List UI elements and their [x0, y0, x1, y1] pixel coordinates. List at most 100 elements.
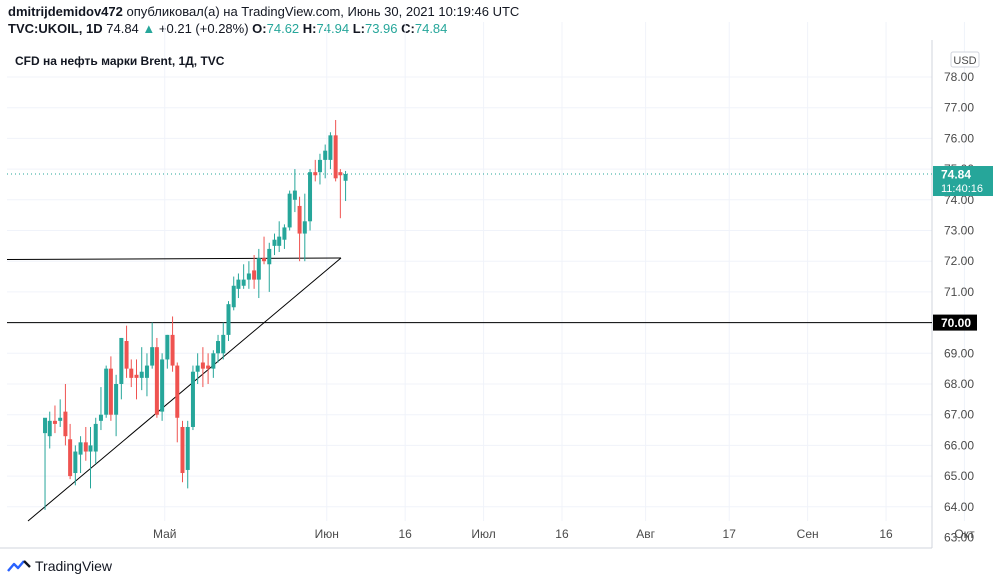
- candle[interactable]: [328, 132, 333, 170]
- candle[interactable]: [256, 248, 261, 299]
- candle-body[interactable]: [170, 334, 175, 366]
- candle-body[interactable]: [287, 193, 292, 228]
- candle-body[interactable]: [308, 172, 313, 222]
- candle[interactable]: [154, 337, 159, 418]
- candle[interactable]: [104, 365, 109, 418]
- candle-body[interactable]: [124, 341, 129, 369]
- candle[interactable]: [297, 196, 302, 262]
- candle-body[interactable]: [216, 341, 221, 354]
- candle-body[interactable]: [231, 285, 236, 308]
- candle[interactable]: [241, 264, 246, 289]
- candle[interactable]: [58, 399, 63, 427]
- candle[interactable]: [317, 153, 322, 185]
- candle[interactable]: [73, 445, 78, 486]
- candle-body[interactable]: [343, 174, 348, 181]
- candle-body[interactable]: [93, 423, 98, 452]
- candle[interactable]: [246, 261, 251, 289]
- candle-body[interactable]: [272, 239, 277, 246]
- candle-body[interactable]: [313, 172, 318, 176]
- candle-body[interactable]: [333, 135, 338, 179]
- candle-body[interactable]: [58, 417, 63, 421]
- candle[interactable]: [338, 169, 343, 219]
- candle-body[interactable]: [338, 172, 343, 176]
- candle[interactable]: [160, 353, 165, 421]
- candle[interactable]: [98, 387, 103, 431]
- candle[interactable]: [221, 322, 226, 360]
- candle-body[interactable]: [221, 334, 226, 354]
- candle[interactable]: [292, 169, 297, 213]
- candle-body[interactable]: [252, 270, 257, 280]
- candle[interactable]: [262, 236, 267, 265]
- candle-body[interactable]: [47, 420, 52, 437]
- candle-body[interactable]: [246, 273, 251, 280]
- candle[interactable]: [52, 405, 57, 434]
- candle-body[interactable]: [52, 420, 57, 424]
- candle-body[interactable]: [134, 374, 139, 378]
- candle[interactable]: [236, 273, 241, 299]
- candle[interactable]: [282, 224, 287, 249]
- candle-body[interactable]: [282, 227, 287, 240]
- candle-body[interactable]: [200, 362, 205, 369]
- candle[interactable]: [226, 301, 231, 342]
- author-name[interactable]: dmitrijdemidov472: [8, 4, 123, 19]
- candle[interactable]: [68, 423, 73, 480]
- candle[interactable]: [323, 144, 328, 179]
- candle[interactable]: [180, 420, 185, 483]
- candle[interactable]: [308, 169, 313, 231]
- candle[interactable]: [93, 417, 98, 464]
- candle[interactable]: [211, 350, 216, 378]
- candle[interactable]: [129, 359, 134, 388]
- candle-body[interactable]: [114, 384, 119, 415]
- candle-body[interactable]: [317, 159, 322, 173]
- candle-body[interactable]: [154, 347, 159, 415]
- candle-body[interactable]: [160, 359, 165, 412]
- candle-body[interactable]: [119, 337, 124, 384]
- candle[interactable]: [267, 242, 272, 292]
- candle-body[interactable]: [144, 365, 149, 378]
- candle-body[interactable]: [323, 150, 328, 160]
- candle-body[interactable]: [277, 236, 282, 246]
- candle[interactable]: [175, 362, 180, 443]
- candle-body[interactable]: [78, 442, 83, 455]
- candle[interactable]: [287, 190, 292, 231]
- candle-body[interactable]: [175, 365, 180, 418]
- candle-body[interactable]: [98, 414, 103, 421]
- candle-body[interactable]: [129, 368, 134, 378]
- candle-body[interactable]: [88, 445, 93, 452]
- candle-body[interactable]: [195, 365, 200, 372]
- candle-body[interactable]: [165, 334, 170, 360]
- candle[interactable]: [190, 365, 195, 431]
- candle-body[interactable]: [262, 258, 267, 262]
- candle-body[interactable]: [104, 368, 109, 415]
- candle[interactable]: [343, 170, 348, 202]
- candle-body[interactable]: [63, 411, 68, 437]
- candle[interactable]: [165, 334, 170, 369]
- candle-body[interactable]: [267, 248, 272, 265]
- candle-body[interactable]: [150, 347, 155, 366]
- candle[interactable]: [144, 353, 149, 397]
- candle[interactable]: [216, 334, 221, 363]
- candle[interactable]: [277, 221, 282, 252]
- candle-body[interactable]: [180, 426, 185, 474]
- candle-body[interactable]: [256, 258, 261, 280]
- candle-body[interactable]: [297, 205, 302, 234]
- candle[interactable]: [134, 359, 139, 400]
- candle-body[interactable]: [73, 451, 78, 474]
- candle[interactable]: [108, 356, 113, 421]
- tradingview-logo[interactable]: TradingView: [6, 558, 112, 574]
- candle[interactable]: [150, 322, 155, 369]
- candle[interactable]: [200, 347, 205, 388]
- candle-body[interactable]: [139, 371, 144, 378]
- candle[interactable]: [272, 233, 277, 256]
- candle[interactable]: [139, 347, 144, 391]
- candle-body[interactable]: [43, 417, 48, 434]
- candle-body[interactable]: [302, 221, 307, 234]
- candle[interactable]: [302, 193, 307, 262]
- candle[interactable]: [206, 353, 211, 384]
- candle[interactable]: [83, 426, 88, 461]
- candle[interactable]: [63, 384, 68, 446]
- candle[interactable]: [252, 255, 257, 289]
- candle-body[interactable]: [211, 353, 216, 369]
- candle-body[interactable]: [108, 368, 113, 415]
